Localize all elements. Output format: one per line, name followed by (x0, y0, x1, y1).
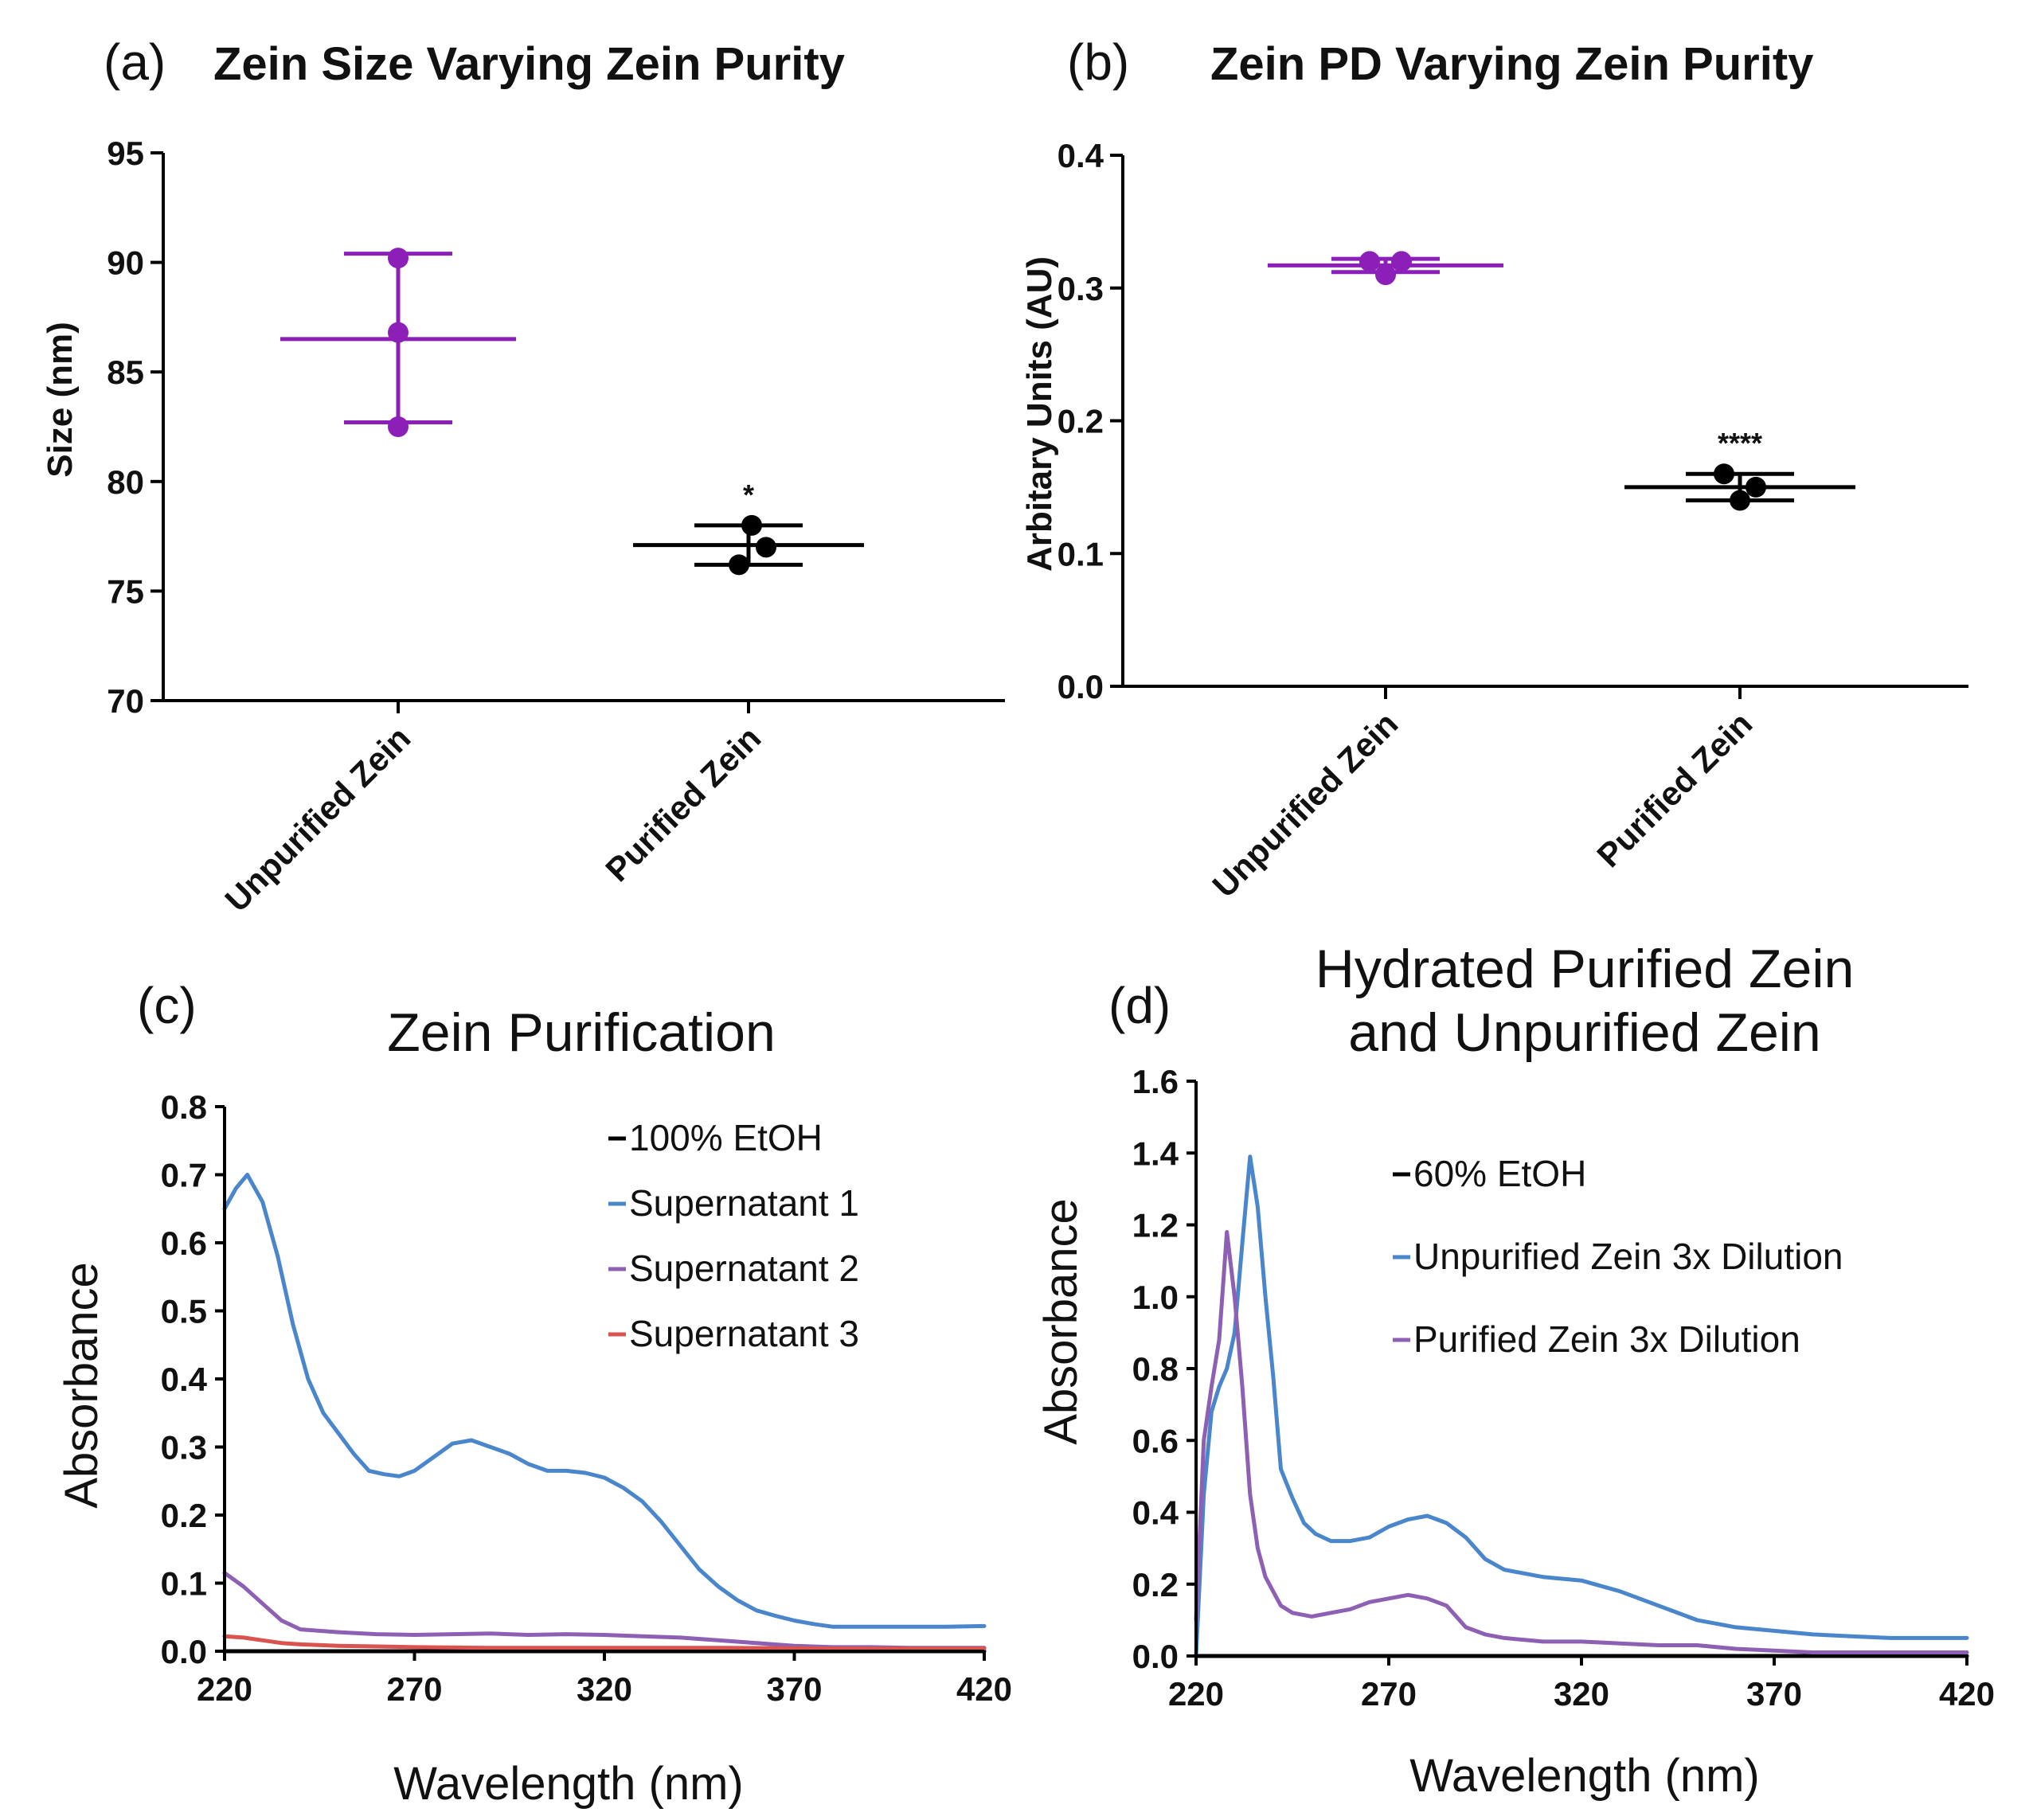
panel-b: (b) Zein PD Varying Zein Purity Arbitary… (1020, 33, 1968, 904)
y-tick-label: 0.4 (1132, 1494, 1179, 1532)
legend-label: Supernatant 1 (629, 1182, 859, 1224)
data-point (756, 537, 776, 558)
y-tick-label: 0.2 (161, 1497, 207, 1534)
y-tick-label: 0.1 (1058, 535, 1104, 572)
panel-a-plot: 70 75 80 85 90 95 Unpurified Zein Purified Zein… (107, 135, 1005, 919)
data-point (1714, 463, 1734, 485)
y-tick-label: 0.8 (1132, 1350, 1179, 1388)
y-tick-label: 0.4 (161, 1361, 208, 1398)
y-tick-label: 85 (107, 353, 144, 391)
y-tick-label: 0.0 (1058, 668, 1104, 705)
panel-d-title-line1: Hydrated Purified Zein (1316, 939, 1855, 999)
data-point (1730, 490, 1750, 511)
y-tick-label: 0.2 (1058, 403, 1104, 440)
panel-letter-b: (b) (1067, 33, 1129, 91)
y-tick-label: 95 (107, 135, 144, 172)
panel-c-ylabel: Absorbance (56, 1262, 108, 1509)
y-tick-label: 0.1 (161, 1565, 207, 1603)
y-tick-label: 0.8 (161, 1088, 207, 1126)
y-tick-label: 0.2 (1132, 1566, 1179, 1603)
y-tick-label: 1.0 (1132, 1279, 1179, 1316)
y-tick-label: 0.0 (161, 1633, 207, 1670)
x-tick-label: 370 (766, 1670, 822, 1708)
panel-d-xlabel: Wavelength (nm) (1409, 1750, 1759, 1802)
panel-a: (a) Zein Size Varying Zein Purity Size (… (41, 33, 1005, 919)
legend-label: Purified Zein 3x Dilution (1413, 1318, 1800, 1360)
y-tick-label: 0.5 (161, 1293, 207, 1330)
x-tick-label: 220 (197, 1670, 252, 1708)
series-line-3 (222, 1571, 987, 1650)
legend-label: Supernatant 2 (629, 1248, 859, 1289)
data-point (1359, 251, 1380, 272)
panel-letter-a: (a) (104, 33, 166, 91)
data-point (1375, 264, 1396, 286)
legend-label: 100% EtOH (629, 1117, 823, 1158)
panel-b-plot: 0.0 0.1 0.2 0.3 0.4 Unpurified Zein Purified Z… (1058, 137, 1968, 904)
x-tick-label: 420 (1939, 1675, 1995, 1713)
x-tick-label: Unpurified Zein (217, 719, 417, 919)
data-point (741, 514, 762, 536)
panel-c-xlabel: Wavelength (nm) (393, 1758, 743, 1810)
data-point (1391, 251, 1412, 272)
y-tick-label: 0.6 (1132, 1422, 1179, 1459)
panel-a-title: Zein Size Varying Zein Purity (213, 38, 845, 90)
panel-c-title: Zein Purification (387, 1002, 776, 1063)
panel-letter-c: (c) (137, 977, 197, 1034)
panel-d-ylabel: Absorbance (1035, 1198, 1087, 1445)
x-tick-label: 270 (386, 1670, 442, 1708)
y-tick-label: 1.4 (1132, 1135, 1179, 1172)
y-tick-label: 1.2 (1132, 1207, 1179, 1244)
x-tick-label: 320 (577, 1670, 632, 1708)
x-tick-label: Unpurified Zein (1205, 705, 1405, 904)
x-tick-label: 320 (1554, 1675, 1609, 1713)
x-tick-label: 220 (1168, 1675, 1224, 1713)
y-tick-label: 0.0 (1132, 1638, 1179, 1675)
panel-c-plot: 0.0 0.1 0.2 0.3 0.4 0.5 0.6 0.7 0.8 220 270 320 370 4… (161, 1088, 1012, 1708)
data-point (388, 248, 409, 269)
y-tick-label: 90 (107, 244, 144, 282)
panel-c: (c) Zein Purification Absorbance Wavelen… (56, 977, 1012, 1810)
panel-letter-d: (d) (1108, 977, 1171, 1034)
significance-marker: **** (1718, 427, 1762, 459)
data-point (729, 554, 749, 576)
y-tick-label: 75 (107, 572, 144, 610)
series-line-3 (1194, 1230, 1969, 1654)
y-tick-label: 0.4 (1058, 137, 1104, 174)
y-tick-label: 80 (107, 463, 144, 501)
series-line-2 (222, 1173, 987, 1629)
x-tick-label: 370 (1746, 1675, 1802, 1713)
data-point (388, 416, 409, 437)
y-tick-label: 1.6 (1132, 1063, 1179, 1100)
y-tick-label: 0.6 (161, 1224, 207, 1262)
panel-d: (d) Hydrated Purified Zein and Unpurifie… (1035, 939, 1995, 1802)
data-point (388, 322, 409, 343)
panel-a-ylabel: Size (nm) (41, 322, 80, 478)
x-tick-label: 420 (956, 1670, 1012, 1708)
y-tick-label: 0.3 (1058, 270, 1104, 307)
series-line-2 (1194, 1154, 1969, 1658)
panel-b-ylabel: Arbitary Units (AU) (1020, 256, 1059, 572)
legend-label: 60% EtOH (1413, 1153, 1586, 1194)
legend-label: Unpurified Zein 3x Dilution (1413, 1236, 1843, 1277)
panel-b-title: Zein PD Varying Zein Purity (1210, 38, 1813, 90)
series-line-4 (222, 1634, 987, 1651)
y-tick-label: 70 (107, 682, 144, 720)
x-tick-label: Purified Zein (1589, 705, 1759, 874)
panel-d-title-line2: and Unpurified Zein (1348, 1002, 1820, 1063)
y-tick-label: 0.3 (161, 1429, 207, 1467)
data-point (1746, 476, 1766, 498)
x-tick-label: 270 (1361, 1675, 1417, 1713)
legend-label: Supernatant 3 (629, 1313, 859, 1354)
panel-d-plot: 0.0 0.2 0.4 0.6 0.8 1.0 1.2 1.4 1.6 220 270 320 370 4… (1132, 1063, 1995, 1713)
significance-marker: * (743, 478, 754, 511)
y-tick-label: 0.7 (161, 1157, 207, 1194)
x-tick-label: Purified Zein (598, 719, 768, 889)
